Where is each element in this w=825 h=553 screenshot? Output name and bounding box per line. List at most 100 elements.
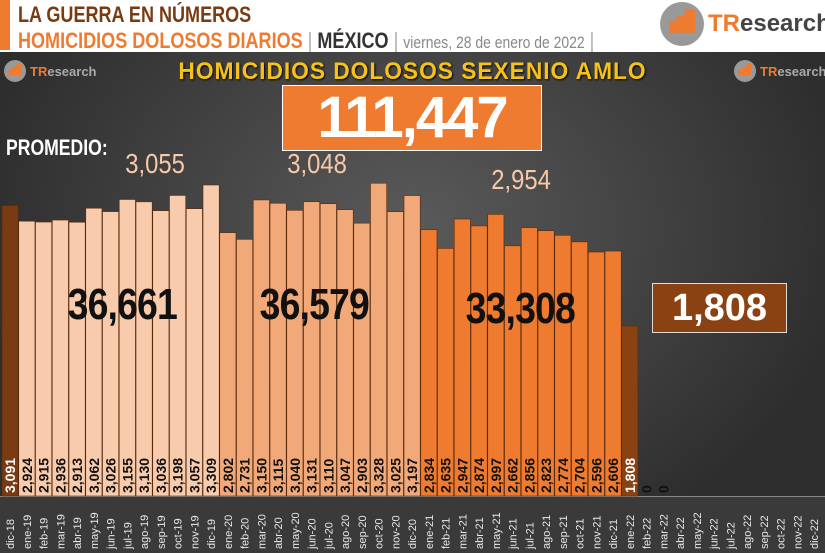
x-tick-mar-21: mar-21 [457, 514, 469, 549]
value-label-ene-21: 2,834 [421, 458, 437, 493]
x-tick-jun-21: jun-21 [508, 518, 520, 550]
bar-dic-18 [1, 205, 19, 497]
value-label-ago-21: 2,823 [538, 458, 554, 493]
bar-may-21 [487, 214, 505, 497]
value-label-feb-19: 2,915 [36, 458, 52, 493]
bar-abr-20 [269, 202, 287, 497]
value-label-nov-20: 3,025 [387, 458, 403, 493]
bar-mar-19 [51, 219, 69, 497]
x-tick-sep-22: sep-22 [759, 515, 771, 549]
value-label-ago-20: 3,047 [337, 458, 353, 493]
brand-tr: TR [760, 63, 778, 79]
value-label-dic-21: 2,606 [605, 458, 621, 493]
value-label-may-19: 3,062 [86, 458, 102, 493]
x-tick-jul-21: jul-21 [524, 522, 536, 550]
header-subtitle: HOMICIDIOS DOLOSOS DIARIOS | MÉXICO | vi… [18, 28, 594, 54]
x-tick-oct-22: oct-22 [776, 518, 788, 549]
value-label-jun-20: 3,131 [304, 458, 320, 493]
value-label-nov-19: 3,057 [186, 458, 202, 493]
x-tick-feb-19: feb-19 [39, 518, 51, 549]
x-tick-may-21: may-21 [491, 512, 503, 549]
subtitle-date: viernes, 28 de enero de 2022 [403, 33, 585, 52]
x-tick-may-22: may-22 [692, 512, 704, 549]
x-tick-ago-22: ago-22 [742, 515, 754, 549]
value-label-feb-22: 0 [639, 485, 655, 493]
bar-mar-21 [453, 218, 471, 497]
separator: | [393, 28, 399, 53]
brand-tr: TR [708, 10, 740, 37]
x-tick-ene-21: ene-21 [424, 515, 436, 549]
x-tick-nov-22: nov-22 [792, 515, 804, 549]
bar-ene-22 [621, 325, 639, 497]
bar-ene-19 [18, 220, 36, 497]
bar-jun-19 [102, 211, 120, 497]
value-label-feb-21: 2,635 [438, 458, 454, 493]
x-tick-dic-22: dic-22 [809, 519, 821, 549]
watermark-logo-left: TResearch [4, 60, 97, 82]
value-label-oct-19: 3,198 [170, 458, 186, 493]
bar-dic-21 [604, 250, 622, 497]
bar-ene-21 [420, 229, 438, 497]
bar-jul-21 [520, 227, 538, 497]
value-label-abr-19: 2,913 [69, 458, 85, 493]
x-tick-sep-21: sep-21 [558, 515, 570, 549]
x-tick-dic-18: dic-18 [5, 519, 17, 549]
x-tick-nov-21: nov-21 [591, 515, 603, 549]
x-tick-nov-20: nov-20 [390, 515, 402, 549]
brand-tr: TR [30, 63, 48, 79]
bar-nov-20 [386, 211, 404, 497]
value-label-abr-21: 2,874 [471, 458, 487, 493]
bar-dic-19 [202, 184, 220, 497]
value-label-mar-19: 2,936 [52, 458, 68, 493]
x-tick-sep-19: sep-19 [156, 515, 168, 549]
value-label-dic-20: 3,197 [404, 458, 420, 493]
average-2019: 3,055 [125, 148, 185, 179]
bar-feb-20 [236, 239, 254, 497]
chart-logo-icon [734, 60, 756, 82]
bar-ago-19 [135, 201, 153, 497]
x-tick-mar-19: mar-19 [55, 514, 67, 549]
x-tick-feb-20: feb-20 [240, 518, 252, 549]
x-tick-abr-21: abr-21 [474, 517, 486, 549]
value-label-jun-21: 2,662 [505, 458, 521, 493]
bar-may-19 [85, 207, 103, 497]
bar-jul-19 [118, 199, 136, 497]
value-label-nov-21: 2,596 [588, 458, 604, 493]
total-2022: 1,808 [652, 283, 787, 333]
bar-jul-20 [319, 203, 337, 497]
bar-ago-21 [537, 230, 555, 497]
bar-mar-20 [252, 199, 270, 497]
brand-rest: esearch [740, 10, 825, 37]
x-tick-jun-20: jun-20 [307, 518, 319, 550]
brand-logo: TResearch [660, 2, 825, 46]
x-tick-jul-22: jul-22 [725, 522, 737, 550]
promedio-label: PROMEDIO: [6, 135, 108, 160]
bar-oct-21 [571, 241, 589, 497]
x-tick-ene-20: ene-20 [223, 515, 235, 549]
bar-feb-21 [437, 248, 455, 497]
value-label-oct-21: 2,704 [572, 458, 588, 493]
header-title: LA GUERRA EN NÚMEROS [18, 2, 252, 27]
value-label-oct-20: 3,328 [371, 458, 387, 493]
value-label-sep-20: 2,903 [354, 458, 370, 493]
bar-sep-19 [152, 210, 170, 497]
bar-oct-19 [169, 195, 187, 497]
value-label-ene-22: 1,808 [622, 458, 638, 493]
x-tick-dic-20: dic-20 [407, 519, 419, 549]
value-label-ene-20: 2,802 [220, 458, 236, 493]
bar-ago-20 [336, 209, 354, 497]
brand-rest: esearch [777, 63, 825, 79]
bar-may-20 [286, 209, 304, 497]
x-tick-ago-20: ago-20 [340, 515, 352, 549]
x-tick-ene-22: ene-22 [625, 515, 637, 549]
x-tick-may-20: may-20 [290, 512, 302, 549]
value-label-feb-20: 2,731 [237, 458, 253, 493]
total-value: 111,447 [282, 85, 542, 151]
value-label-jul-20: 3,110 [320, 459, 336, 493]
bar-nov-19 [185, 208, 203, 497]
header-accent [0, 0, 10, 50]
x-tick-jul-20: jul-20 [323, 522, 335, 550]
average-2021: 2,954 [491, 164, 551, 195]
bar-ene-20 [219, 232, 237, 497]
